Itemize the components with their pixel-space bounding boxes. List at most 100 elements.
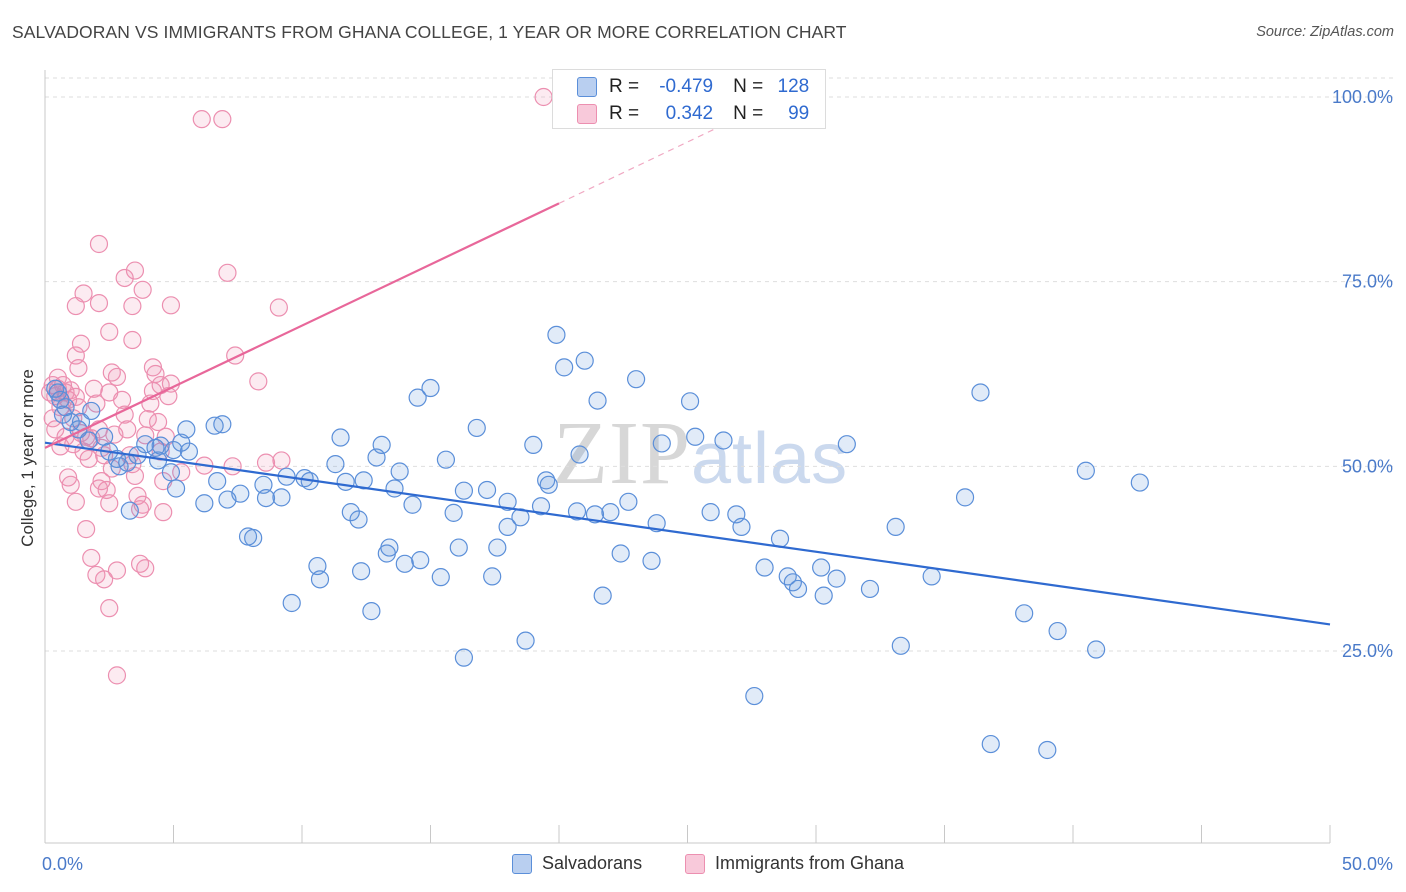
- trend-lines: [44, 123, 1331, 626]
- salvadoran-point: [79, 431, 98, 450]
- ghana-point: [223, 457, 242, 476]
- salvadoran-point: [46, 379, 65, 398]
- ghana-point: [192, 110, 211, 129]
- salvadoran-point: [642, 551, 661, 570]
- salvadoran-point: [166, 479, 186, 498]
- salvadoran-point: [593, 586, 612, 605]
- ghana-point: [148, 412, 168, 432]
- salvadoran-point: [611, 544, 630, 563]
- ghana-point: [249, 372, 268, 391]
- ghana-point: [272, 451, 291, 470]
- salvadoran-point: [488, 538, 507, 557]
- salvadoran-point: [82, 401, 101, 421]
- salvadoran-point: [272, 488, 291, 507]
- n-label: N =: [733, 103, 764, 124]
- ghana-point: [89, 479, 109, 498]
- salvadoran-point: [408, 388, 427, 407]
- ghana-point: [89, 234, 109, 254]
- salvadoran-point: [955, 488, 975, 507]
- ghana-point: [100, 494, 119, 513]
- ghana-point: [107, 561, 127, 580]
- salvadoran-point: [770, 529, 790, 548]
- y-tick-label: 75.0%: [1342, 272, 1393, 292]
- y-tick-label: 25.0%: [1342, 641, 1393, 661]
- legend-item-salvadorans: Salvadorans: [512, 853, 642, 874]
- salvadoran-point: [652, 434, 671, 453]
- n-value: 128: [777, 76, 810, 97]
- ghana-point: [59, 468, 78, 487]
- pink-swatch: [577, 104, 597, 124]
- ghana-point: [143, 358, 163, 377]
- salvadoran-point: [477, 480, 497, 500]
- ghana-point: [89, 293, 109, 313]
- salvadoran-point: [619, 492, 638, 511]
- ghana-trend-line: [44, 202, 560, 449]
- salvadoran-point: [981, 734, 1000, 754]
- salvadoran-point: [308, 556, 327, 576]
- ghana-point: [118, 420, 137, 439]
- tick-labels: 25.0% 50.0% 75.0% 100.0% 0.0% 50.0%: [42, 87, 1393, 874]
- salvadoran-point: [403, 495, 422, 514]
- salvadoran-point: [231, 484, 250, 503]
- ghana-point: [48, 368, 67, 387]
- salvadoran-point: [195, 494, 214, 513]
- ghana-point: [138, 409, 157, 429]
- ghana-point: [123, 296, 142, 316]
- salvadoran-point: [390, 462, 409, 481]
- salvadoran-point: [53, 405, 73, 424]
- source-label: Source: ZipAtlas.com: [1256, 24, 1394, 40]
- salvadoran-point: [179, 442, 199, 461]
- salvadoran-point: [449, 538, 468, 557]
- ghana-point: [46, 420, 65, 439]
- salvadoran-point: [213, 415, 232, 434]
- ghana-point: [115, 268, 134, 288]
- salvadoran-point: [547, 325, 566, 344]
- r-label: R =: [609, 103, 640, 124]
- pink-swatch: [685, 853, 705, 874]
- x-tick-label: 50.0%: [1342, 854, 1393, 874]
- ghana-point: [107, 666, 127, 685]
- ghana-point: [100, 599, 119, 618]
- salvadoran-points: [46, 325, 1149, 760]
- ghana-point: [69, 358, 88, 378]
- salvadoran-point: [745, 686, 764, 706]
- salvadoran-point: [110, 457, 129, 476]
- salvadoran-point: [341, 503, 360, 522]
- ghana-point: [133, 280, 152, 299]
- blue-swatch: [512, 853, 532, 874]
- salvadoran-point: [61, 412, 80, 432]
- salvadoran-point: [812, 558, 831, 577]
- ghana-point: [77, 520, 96, 539]
- salvadoran-point: [971, 383, 990, 402]
- salvadoran-point: [516, 631, 535, 650]
- r-value: -0.479: [659, 76, 714, 97]
- axes: [44, 70, 1331, 844]
- ghana-point: [136, 559, 155, 578]
- watermark-atlas: atlas: [691, 419, 849, 499]
- salvadoran-point: [120, 501, 139, 520]
- series-legend: Salvadorans Immigrants from Ghana: [0, 853, 1406, 877]
- salvadoran-point: [385, 479, 404, 498]
- ghana-point: [84, 379, 103, 398]
- salvadoran-point: [310, 570, 330, 589]
- salvadoran-point: [588, 391, 607, 410]
- salvadoran-point: [454, 481, 474, 500]
- watermark-zip: ZIP: [553, 404, 691, 503]
- salvadoran-point: [372, 435, 391, 455]
- ghana-point: [74, 284, 93, 303]
- stats-row-ghana: R = 0.342 N = 99: [577, 103, 809, 125]
- salvadoran-point: [1130, 473, 1149, 492]
- salvadoran-point: [1038, 740, 1057, 760]
- r-label: R =: [609, 76, 640, 97]
- salvadoran-point: [686, 427, 705, 446]
- y-tick-label: 50.0%: [1342, 456, 1393, 476]
- salvadoran-point: [444, 503, 463, 522]
- ghana-point: [161, 296, 181, 315]
- salvadoran-point: [827, 569, 846, 588]
- salvadoran-point: [1087, 640, 1106, 659]
- salvadoran-point: [570, 445, 589, 464]
- ghana-point: [79, 449, 98, 469]
- ghana-point: [71, 334, 91, 353]
- ghana-point: [95, 570, 114, 589]
